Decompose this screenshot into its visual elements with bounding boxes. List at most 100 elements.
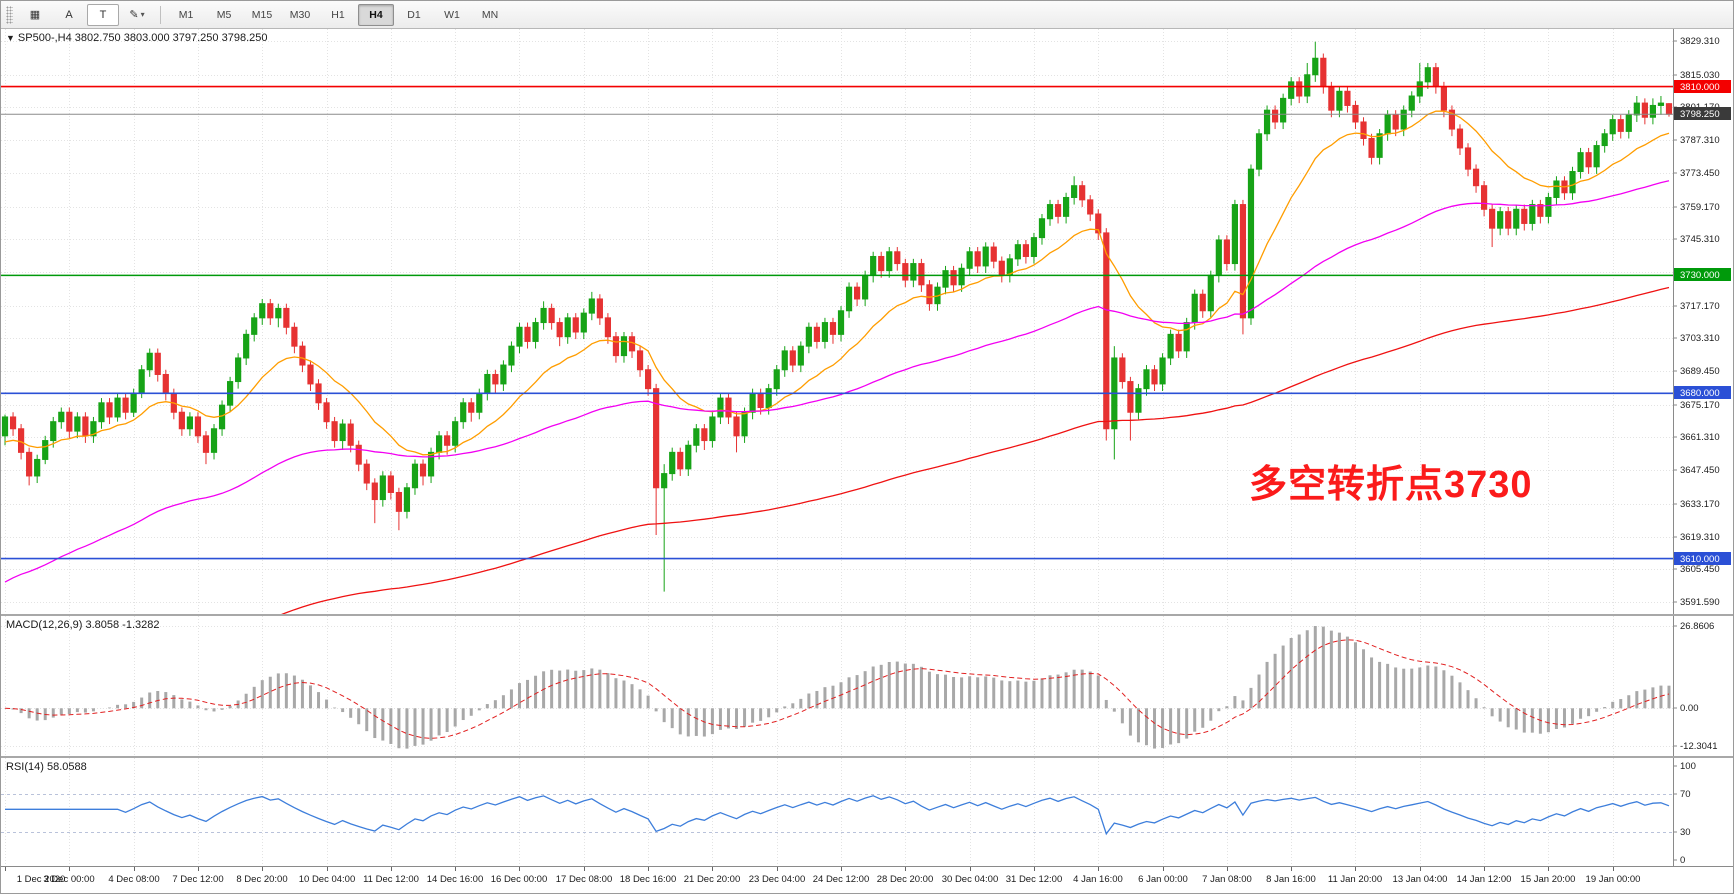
svg-text:100: 100 [1680,761,1696,772]
svg-text:3703.310: 3703.310 [1680,333,1720,344]
timeframe-w1-button[interactable]: W1 [444,8,460,21]
time-axis-tick [777,867,778,871]
svg-text:3773.450: 3773.450 [1680,168,1720,179]
time-axis-label: 10 Dec 04:00 [298,874,356,885]
time-axis-label: 18 Dec 16:00 [619,874,677,885]
timeframe-button-group: M1 M5 M15 M30 H1 H4 D1 W1 MN [167,3,509,26]
time-axis-label: 14 Jan 12:00 [1456,874,1512,885]
chevron-down-icon: ▾ [140,10,145,19]
svg-text:3798.250: 3798.250 [1680,109,1720,120]
svg-text:3815.030: 3815.030 [1680,70,1720,81]
timeframe-m1-button[interactable]: M1 [178,8,194,21]
time-axis-tick [712,867,713,871]
time-axis-label: 14 Dec 16:00 [426,874,484,885]
time-axis-tick [1034,867,1035,871]
chart-window-tool-button[interactable]: ▦ [29,9,41,21]
time-axis-label: 1 Dec 2020 [16,874,66,885]
svg-text:3787.310: 3787.310 [1680,135,1720,146]
svg-text:3717.170: 3717.170 [1680,301,1720,312]
time-axis-label: 17 Dec 08:00 [555,874,613,885]
time-axis-label: 16 Dec 00:00 [490,874,548,885]
time-axis-label: 8 Jan 16:00 [1266,874,1316,885]
svg-text:3647.450: 3647.450 [1680,465,1720,476]
time-axis-tick [391,867,392,871]
draw-tools-button[interactable]: ✎ ▾ [129,9,145,21]
price-chart-canvas[interactable]: 3829.3103815.0303801.1703787.3103773.450… [1,29,1734,614]
time-axis-tick [5,867,6,871]
time-axis-tick [1355,867,1356,871]
svg-text:3810.000: 3810.000 [1680,82,1720,93]
time-axis-tick [69,867,70,871]
time-axis-label: 24 Dec 12:00 [812,874,870,885]
svg-text:30: 30 [1680,827,1691,838]
time-axis-tick [1291,867,1292,871]
timeframe-m15-button[interactable]: M15 [251,8,273,21]
panel-splitter[interactable] [1,614,1733,616]
svg-text:70: 70 [1680,789,1691,800]
time-axis-tick [262,867,263,871]
macd-indicator-panel: 26.8606 0.00 -12.3041 MACD(12,26,9) 3.8058… [1,616,1734,756]
time-axis-label: 30 Dec 04:00 [941,874,999,885]
svg-text:3633.170: 3633.170 [1680,499,1720,510]
time-axis-tick [1163,867,1164,871]
time-axis-tick [134,867,135,871]
svg-text:0.00: 0.00 [1680,703,1699,714]
time-axis-tick [584,867,585,871]
time-axis-label: 4 Jan 16:00 [1073,874,1123,885]
price-badge [1674,386,1731,399]
svg-text:0: 0 [1680,855,1685,866]
time-axis-tick [841,867,842,871]
timeframe-h1-button[interactable]: H1 [331,8,345,21]
time-axis-tick [648,867,649,871]
price-badge [1674,80,1731,93]
time-axis-tick [970,867,971,871]
time-axis-label: 28 Dec 20:00 [876,874,934,885]
price-chart-panel: 3829.3103815.0303801.1703787.3103773.450… [1,29,1734,614]
time-axis-tick [1548,867,1549,871]
svg-text:3759.170: 3759.170 [1680,202,1720,213]
time-axis[interactable]: 1 Dec 2020 3 Dec 00:00 4 Dec 08:00 7 Dec 12… [1,866,1733,893]
timeframe-d1-button[interactable]: D1 [407,8,421,21]
rsi-indicator-panel: 100 70 30 0 RSI(14) 58.0588 [1,758,1734,866]
time-axis-tick [1420,867,1421,871]
svg-text:3661.310: 3661.310 [1680,432,1720,443]
text-label-tool-button[interactable]: T [87,3,119,26]
svg-text:3675.170: 3675.170 [1680,400,1720,411]
toolbar: ▦ A T ✎ ▾ M1 M5 M15 M30 H1 H4 D1 W1 MN [1,1,1733,29]
toolbar-grip[interactable] [6,5,13,24]
tool-button-group: ▦ A T ✎ ▾ [18,3,154,26]
svg-text:-12.3041: -12.3041 [1680,741,1718,752]
svg-text:3619.310: 3619.310 [1680,532,1720,543]
time-axis-label: 6 Jan 00:00 [1138,874,1188,885]
annotation-tool-button[interactable]: A [65,8,73,21]
time-axis-label: 13 Jan 04:00 [1392,874,1448,885]
price-badge [1674,107,1731,120]
svg-text:3829.310: 3829.310 [1680,36,1720,47]
timeframe-m5-button[interactable]: M5 [216,8,232,21]
macd-canvas[interactable]: 26.8606 0.00 -12.3041 [1,616,1734,756]
toolbar-separator [160,5,161,24]
time-axis-tick [455,867,456,871]
timeframe-mn-button[interactable]: MN [481,8,499,21]
svg-text:26.8606: 26.8606 [1680,621,1714,632]
svg-text:3730.000: 3730.000 [1680,270,1720,281]
timeframe-h4-button[interactable]: H4 [358,3,394,26]
time-axis-label: 15 Jan 20:00 [1520,874,1576,885]
rsi-canvas[interactable]: 100 70 30 0 [1,758,1734,866]
time-axis-label: 11 Dec 12:00 [363,874,419,885]
time-axis-label: 4 Dec 08:00 [108,874,160,885]
time-axis-label: 31 Dec 12:00 [1005,874,1063,885]
time-axis-label: 11 Jan 20:00 [1327,874,1383,885]
svg-text:3610.000: 3610.000 [1680,554,1720,565]
time-axis-label: 23 Dec 04:00 [748,874,806,885]
svg-text:3591.590: 3591.590 [1680,597,1720,608]
timeframe-m30-button[interactable]: M30 [289,8,311,21]
price-badge [1674,552,1731,565]
time-axis-label: 7 Jan 08:00 [1202,874,1252,885]
time-axis-label: 19 Jan 00:00 [1585,874,1641,885]
time-axis-tick [198,867,199,871]
panel-splitter[interactable] [1,756,1733,758]
time-axis-tick [1227,867,1228,871]
time-axis-label: 8 Dec 20:00 [236,874,288,885]
